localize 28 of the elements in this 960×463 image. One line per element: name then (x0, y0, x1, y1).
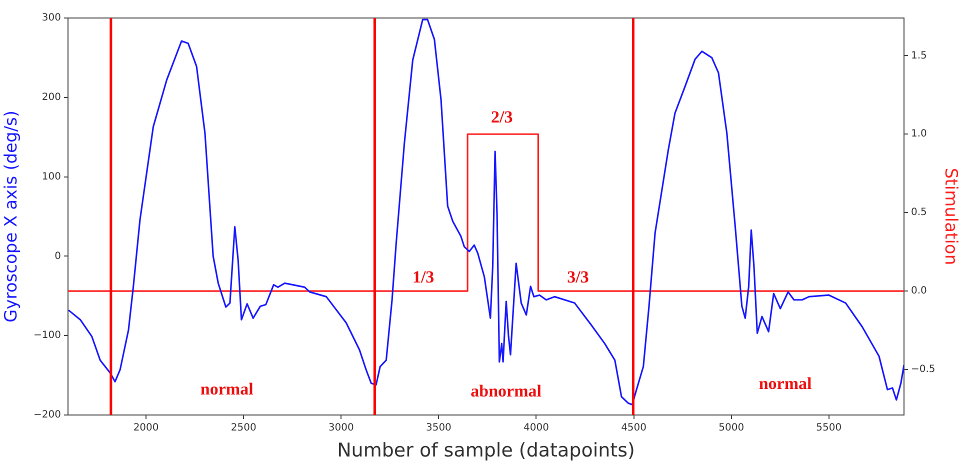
annotation: normal (758, 374, 812, 394)
x-tick-label: 4500 (621, 422, 647, 434)
annotation: abnormal (470, 381, 542, 400)
annotation: 1/3 (412, 267, 434, 286)
x-tick-label: 5000 (718, 422, 744, 434)
y-tick-label: 200 (42, 92, 61, 103)
y-tick-label: 100 (42, 171, 61, 182)
x-tick-label: 2000 (133, 422, 159, 434)
x-tick-label: 3000 (328, 422, 354, 434)
y2-tick-label: 1.0 (911, 128, 927, 140)
y-tick-label: −100 (34, 330, 61, 342)
x-axis-title: Number of sample (datapoints) (337, 440, 635, 462)
x-tick-label: 5500 (816, 422, 842, 434)
y-tick-label: 0 (54, 250, 61, 262)
y-axis-title: Gyroscope X axis (deg/s) (2, 110, 22, 322)
x-tick-label: 2500 (230, 422, 256, 434)
y2-tick-label: −0.5 (911, 364, 936, 376)
annotation: normal (200, 379, 254, 398)
annotation: 2/3 (491, 107, 513, 126)
y-tick-label: −200 (34, 410, 61, 421)
y2-axis-title: Stimulation (940, 168, 960, 266)
y2-tick-label: 0.5 (911, 207, 927, 218)
y-tick-label: 300 (42, 12, 61, 24)
x-tick-label: 4000 (524, 422, 549, 434)
annotation: 3/3 (567, 267, 589, 286)
y2-tick-label: 1.5 (911, 50, 927, 62)
y2-tick-label: 0.0 (911, 286, 927, 297)
x-tick-label: 3500 (426, 422, 452, 434)
